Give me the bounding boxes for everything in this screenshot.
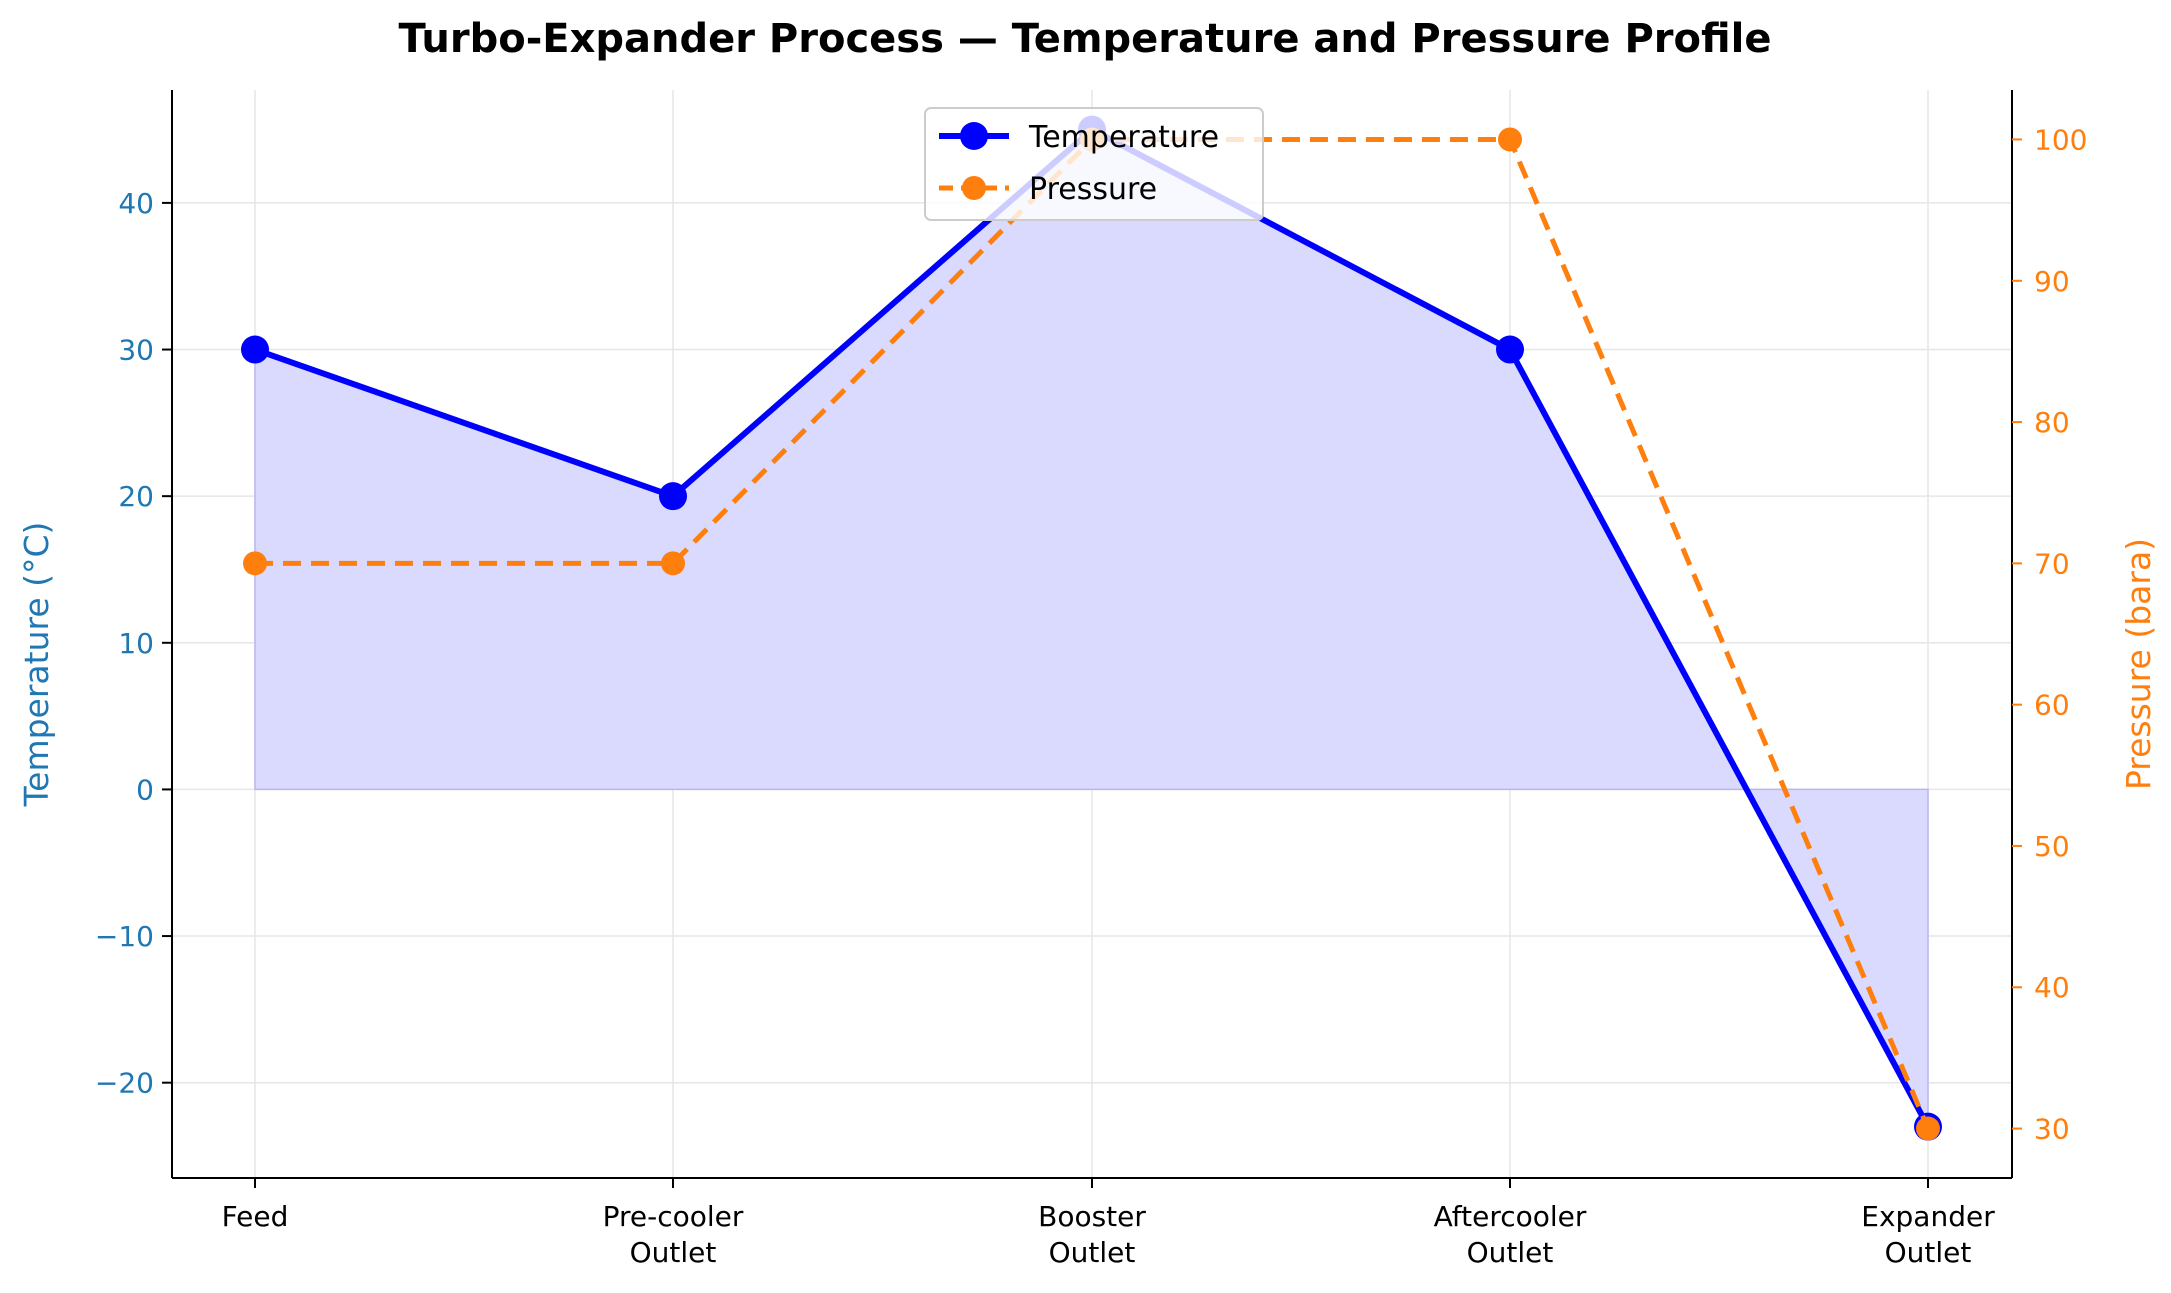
x-tick-label: Expander Outlet (1861, 1200, 1995, 1269)
temperature-point (1496, 335, 1524, 364)
y-axis-label-left: Temperature (°C) (17, 522, 56, 808)
x-tick-label: Pre-cooler Outlet (603, 1200, 744, 1269)
y-tick-label-right: 70 (2034, 547, 2070, 580)
legend-pressure-marker (962, 176, 986, 200)
tick-labels: −20 −10 0 10 20 30 40 30 40 50 60 70 80 90 100 Feed Pre-… (95, 123, 2088, 1269)
x-tick-label: Booster Outlet (1038, 1200, 1146, 1269)
y-tick-label-left: 40 (118, 187, 154, 220)
legend: Temperature Pressure (924, 107, 1264, 221)
y-tick-label-right: 40 (2034, 971, 2070, 1004)
legend-temperature-marker (960, 122, 988, 150)
y-tick-label-left: −10 (95, 920, 154, 953)
y-tick-label-left: −20 (95, 1067, 154, 1100)
y-tick-label-right: 50 (2034, 830, 2070, 863)
chart-title: Turbo-Expander Process — Temperature and… (398, 16, 1771, 62)
legend-box (924, 107, 1264, 221)
y-tick-label-right: 100 (2034, 123, 2087, 156)
x-tick-label: Feed (222, 1200, 289, 1233)
y-tick-label-right: 80 (2034, 406, 2070, 439)
x-tick-label: Aftercooler Outlet (1434, 1200, 1587, 1269)
temperature-point (659, 482, 687, 511)
y-tick-label-right: 30 (2034, 1113, 2070, 1146)
y-axis-label-right: Pressure (bara) (2119, 538, 2158, 790)
temperature-point (241, 335, 269, 364)
y-tick-label-left: 20 (118, 480, 154, 513)
y-tick-label-right: 60 (2034, 689, 2070, 722)
pressure-point (1498, 127, 1522, 152)
y-tick-label-right: 90 (2034, 265, 2070, 298)
legend-temperature-label: Temperature (1028, 120, 1219, 155)
pressure-point (661, 551, 685, 576)
pressure-point (243, 551, 267, 576)
y-tick-label-left: 30 (118, 334, 154, 367)
pressure-point (1916, 1116, 1940, 1141)
y-tick-label-left: 0 (136, 773, 154, 806)
y-tick-label-left: 10 (118, 627, 154, 660)
legend-pressure-label: Pressure (1029, 172, 1157, 207)
